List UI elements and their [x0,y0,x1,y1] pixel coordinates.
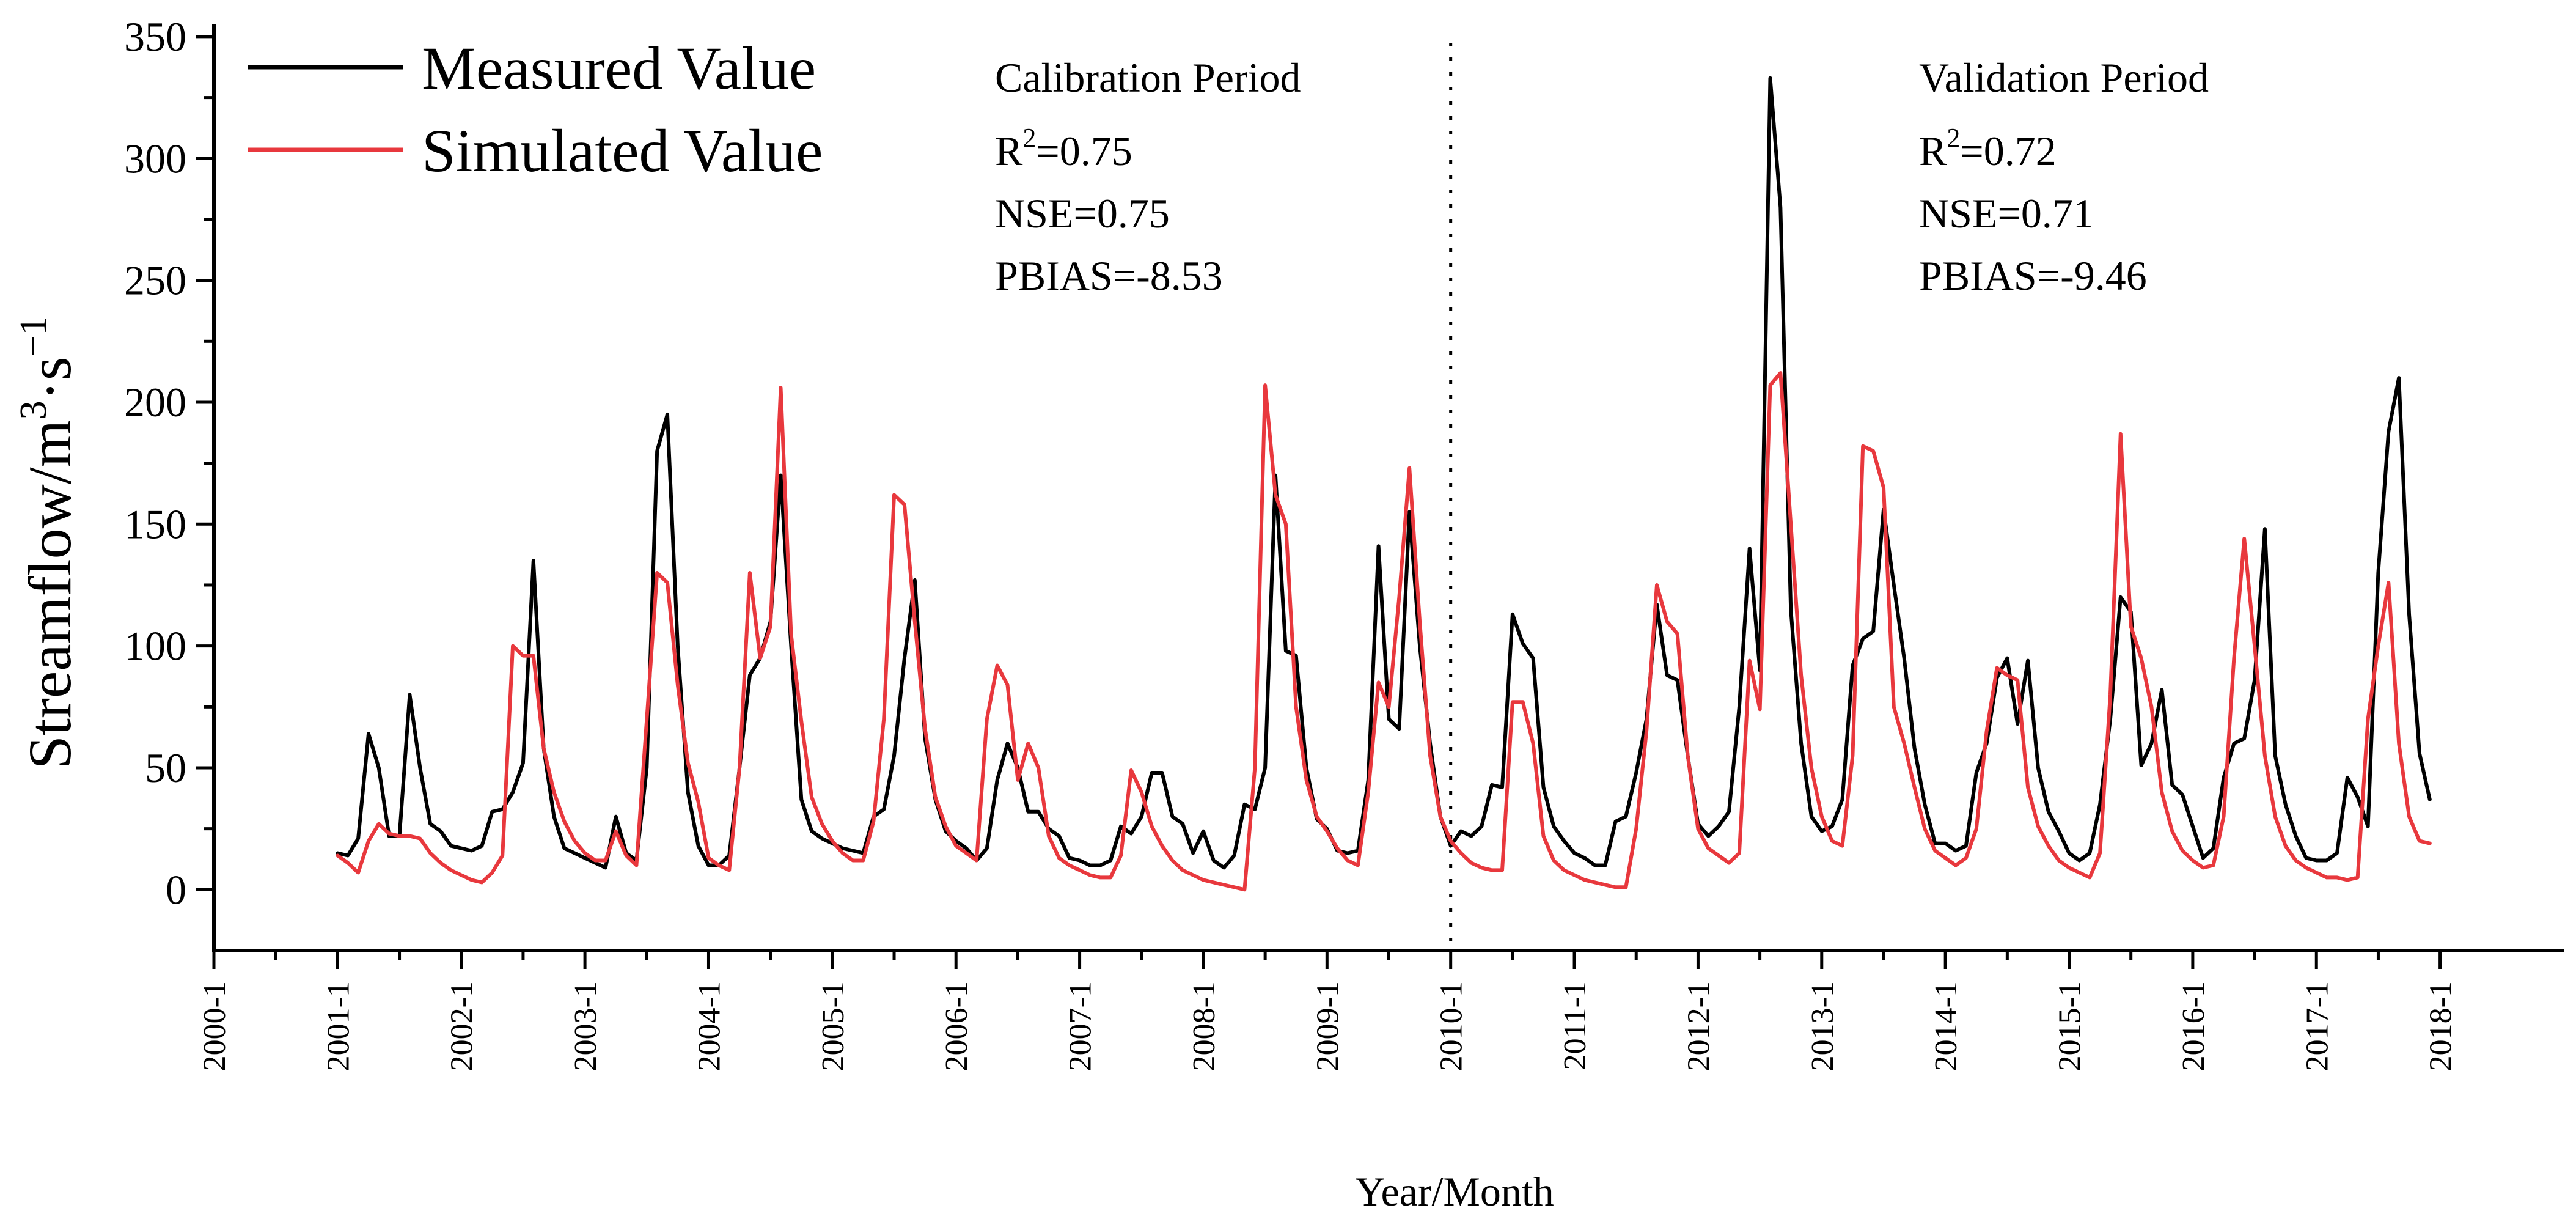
y-tick-label: 150 [124,501,186,547]
y-tick-label: 0 [166,866,186,913]
y-tick-label: 250 [124,257,186,304]
x-tick-label: 2012-1 [1681,981,1716,1071]
x-tick-label: 2017-1 [2300,981,2335,1071]
x-tick-label: 2010-1 [1434,981,1469,1071]
calibration-annotation: Calibration Period R2=0.75 NSE=0.75 PBIA… [995,54,1301,299]
x-tick-label: 2002-1 [445,981,480,1071]
calibration-heading: Calibration Period [995,54,1301,101]
validation-heading: Validation Period [1919,54,2209,101]
series-lines [336,76,2432,892]
series-line-simulated [336,371,2432,892]
validation-pbias: PBIAS=-9.46 [1919,252,2147,299]
validation-nse: NSE=0.71 [1919,190,2094,237]
x-tick-label: 2000-1 [197,981,232,1071]
y-tick-label: 200 [124,379,186,425]
x-axis-title: Year/Month [1355,1168,1554,1215]
x-tick-label: 2003-1 [568,981,603,1071]
calibration-nse: NSE=0.75 [995,190,1170,237]
x-tick-label: 2009-1 [1310,981,1345,1071]
x-tick-label: 2001-1 [321,981,356,1071]
x-tick-label: 2007-1 [1063,981,1098,1071]
x-tick-label: 2015-1 [2053,981,2088,1071]
x-tick-label: 2013-1 [1805,981,1840,1071]
y-tick-label: 300 [124,135,186,182]
legend: Measured Value Simulated Value [248,34,823,185]
x-tick-label: 2008-1 [1187,981,1222,1071]
x-tick-label: 2014-1 [1929,981,1964,1071]
x-tick-label: 2005-1 [816,981,851,1071]
x-tick-labels: 2000-1 2001-1 2002-1 2003-1 2004-1 2005-1 2006… [197,981,2459,1071]
y-tick-label: 100 [124,623,186,669]
legend-label-measured: Measured Value [422,34,816,102]
validation-annotation: Validation Period R2=0.72 NSE=0.71 PBIAS… [1919,54,2209,299]
y-axis-title: Streamflow/m3·s−1 [13,316,84,769]
x-tick-label: 2018-1 [2424,981,2459,1071]
calibration-pbias: PBIAS=-8.53 [995,252,1223,299]
y-tick-label: 50 [145,745,186,791]
x-tick-label: 2004-1 [692,981,727,1071]
y-tick-label: 350 [124,13,186,60]
calibration-r2: R2=0.75 [995,123,1132,174]
x-tick-label: 2006-1 [939,981,974,1071]
validation-r2: R2=0.72 [1919,123,2057,174]
y-tick-labels: 0 50 100 150 200 250 300 350 [124,13,186,913]
x-tick-label: 2016-1 [2176,981,2211,1071]
axes [196,24,2564,969]
x-tick-label: 2011-1 [1558,981,1593,1070]
series-line-measured [336,76,2432,870]
legend-label-simulated: Simulated Value [422,117,823,185]
